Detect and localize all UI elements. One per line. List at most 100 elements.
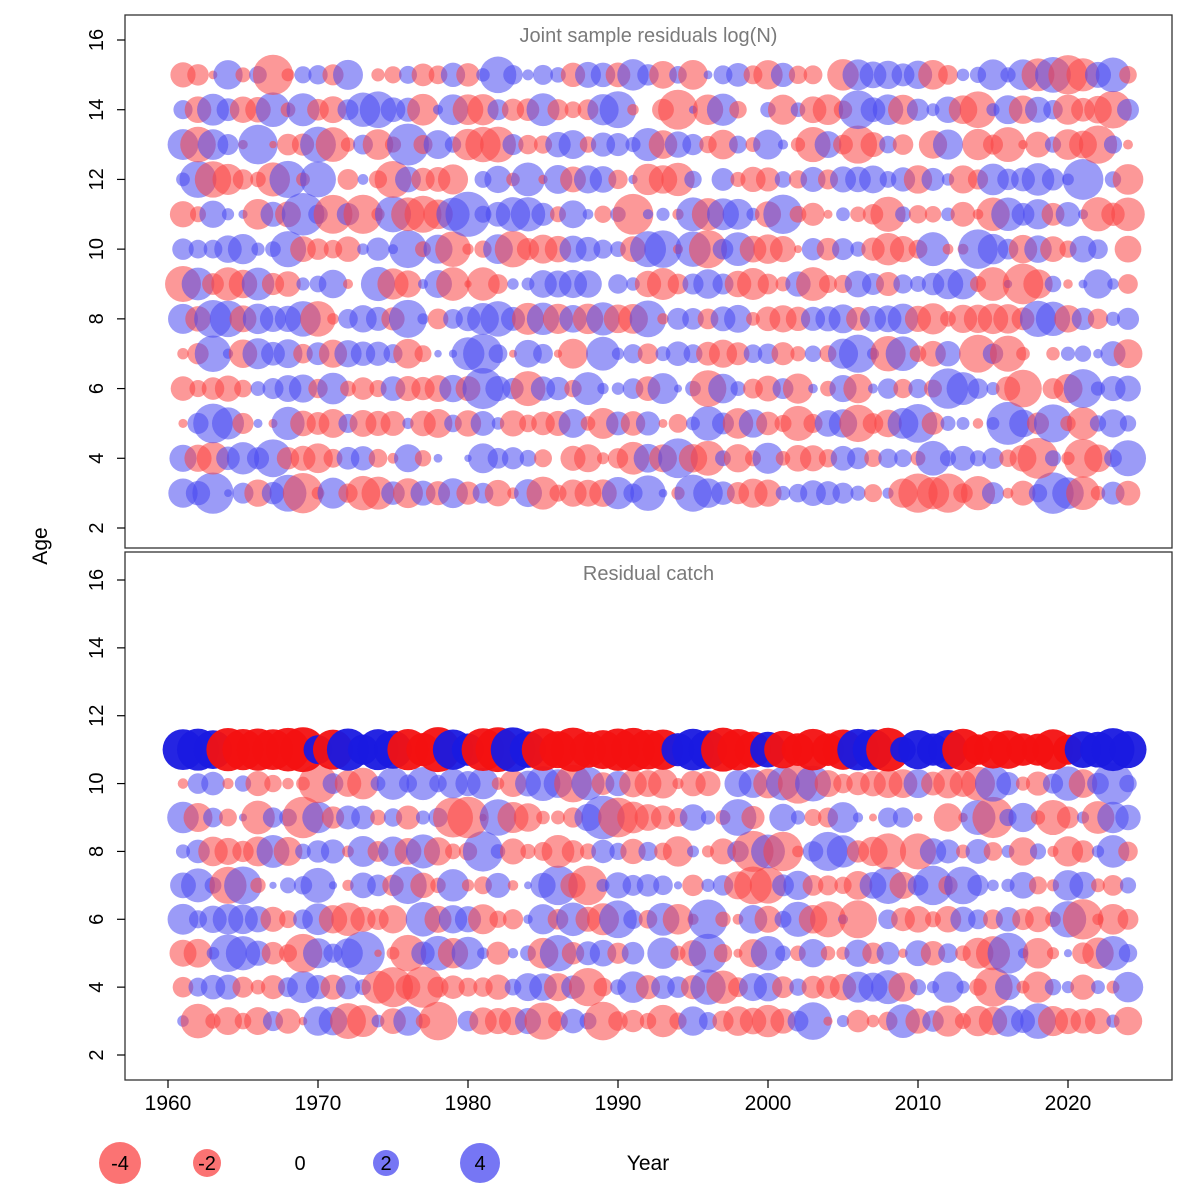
- residual-bubble: [990, 127, 1026, 163]
- residual-bubble: [799, 445, 827, 472]
- residual-bubble: [790, 810, 806, 825]
- residual-bubble: [820, 945, 836, 961]
- residual-bubble: [575, 236, 601, 262]
- residual-bubble: [688, 230, 728, 269]
- x-tick-label: 2010: [895, 1092, 942, 1115]
- residual-bubble: [296, 277, 310, 291]
- residual-bubble: [935, 839, 961, 864]
- residual-bubble: [593, 239, 613, 259]
- residual-bubble: [754, 479, 782, 507]
- residual-bubble: [260, 975, 286, 1000]
- residual-bubble: [646, 267, 680, 301]
- residual-bubble: [551, 810, 565, 825]
- residual-bubble: [1095, 935, 1131, 971]
- residual-bubble: [647, 937, 679, 969]
- residual-bubble: [1098, 409, 1128, 438]
- residual-bubble: [335, 236, 361, 262]
- residual-bubble: [932, 1005, 964, 1037]
- residual-bubble: [169, 201, 197, 228]
- residual-bubble: [796, 267, 830, 301]
- residual-bubble: [303, 938, 333, 969]
- residual-bubble: [1063, 369, 1103, 409]
- residual-bubble: [1029, 843, 1047, 860]
- residual-bubble: [693, 269, 723, 299]
- residual-bubble: [463, 333, 503, 374]
- residual-bubble: [894, 449, 912, 468]
- residual-bubble: [850, 241, 866, 257]
- residual-bubble: [656, 207, 670, 221]
- residual-bubble: [869, 833, 907, 870]
- y-tick-label: 14: [86, 99, 108, 121]
- residual-bubble: [534, 449, 552, 468]
- residual-bubble: [337, 168, 359, 190]
- residual-bubble: [976, 267, 1010, 301]
- residual-bubble: [1112, 164, 1144, 195]
- residual-bubble: [967, 874, 989, 896]
- residual-bubble: [350, 446, 376, 471]
- residual-bubble: [253, 418, 263, 428]
- y-tick-label: 6: [86, 383, 108, 394]
- residual-bubble: [648, 768, 678, 799]
- residual-bubble: [177, 778, 189, 789]
- residual-bubble: [564, 101, 582, 119]
- residual-bubble: [832, 482, 854, 504]
- residual-bubble: [1025, 771, 1051, 796]
- panel-1-box: [124, 14, 1173, 549]
- residual-bubble: [1004, 369, 1042, 408]
- residual-bubble: [261, 941, 285, 965]
- residual-bubble: [365, 341, 391, 366]
- residual-bubble: [730, 381, 746, 397]
- residual-bubble: [987, 932, 1029, 974]
- residual-bubble: [940, 415, 956, 431]
- residual-bubble: [608, 169, 628, 190]
- residual-bubble: [241, 800, 275, 835]
- y-tick-label: 8: [86, 313, 108, 324]
- residual-bubble: [948, 165, 978, 194]
- residual-bubble: [1119, 774, 1137, 793]
- residual-bubble: [741, 805, 765, 830]
- residual-bubble: [232, 169, 254, 190]
- residual-bubble: [770, 62, 796, 87]
- residual-bubble: [938, 943, 958, 964]
- residual-bubble: [1008, 837, 1038, 866]
- residual-bubble: [527, 904, 559, 935]
- residual-bubble: [921, 167, 945, 191]
- residual-bubble: [767, 94, 799, 125]
- residual-bubble: [374, 949, 382, 957]
- residual-bubble: [479, 56, 517, 94]
- residual-bubble: [589, 166, 617, 193]
- residual-bubble: [275, 271, 301, 297]
- residual-bubble: [688, 899, 728, 940]
- residual-bubble: [892, 134, 914, 155]
- residual-bubble: [1093, 348, 1103, 359]
- residual-bubble: [1102, 874, 1124, 896]
- residual-bubble: [514, 339, 542, 368]
- residual-bubble: [904, 905, 932, 933]
- residual-bubble: [507, 278, 519, 290]
- residual-bubble: [466, 267, 500, 301]
- residual-bubble: [913, 813, 923, 822]
- residual-bubble: [1071, 307, 1095, 331]
- residual-bubble: [319, 96, 347, 124]
- residual-bubble: [501, 447, 525, 470]
- residual-bubble: [682, 133, 704, 156]
- residual-bubble: [1111, 197, 1145, 232]
- residual-bubble: [729, 100, 747, 119]
- residual-bubble: [763, 194, 803, 234]
- panel-1: Joint sample residuals log(N) 2 4 6 8 10 12 14 1…: [86, 14, 1173, 549]
- residual-bubble: [451, 936, 485, 970]
- residual-bubble: [1117, 98, 1139, 121]
- residual-bubble: [518, 134, 538, 155]
- residual-bubble: [389, 299, 427, 338]
- y-tick-label: 14: [86, 637, 108, 659]
- residual-bubble: [526, 476, 560, 510]
- residual-bubble: [921, 412, 945, 435]
- residual-bubble: [698, 1012, 718, 1031]
- residual-bubble: [347, 1005, 379, 1038]
- residual-bubble: [1119, 877, 1137, 894]
- residual-bubble: [724, 304, 752, 333]
- residual-bubble: [244, 1007, 272, 1035]
- residual-bubble: [224, 866, 262, 905]
- y-tick-label: 2: [86, 522, 108, 533]
- residual-bubble: [1091, 980, 1105, 995]
